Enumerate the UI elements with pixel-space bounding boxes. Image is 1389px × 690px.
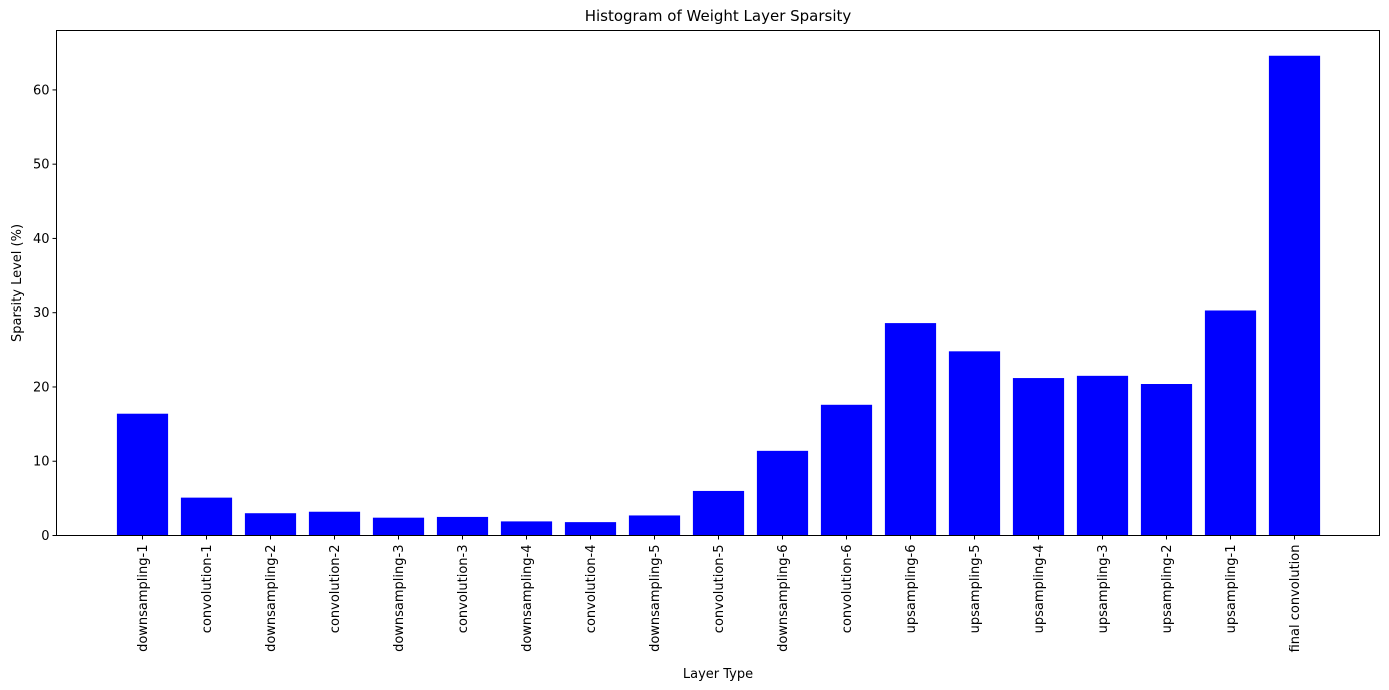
- x-tick-label: downsampling-3: [392, 545, 407, 652]
- x-tick-label: convolution-6: [840, 545, 855, 634]
- bar-14: [1012, 378, 1065, 536]
- bar-17: [1204, 310, 1257, 536]
- x-tick-label: upsampling-2: [1160, 545, 1175, 634]
- y-tick-label: 0: [41, 529, 49, 544]
- bar-2: [244, 513, 297, 536]
- x-tick-label: convolution-4: [584, 545, 599, 634]
- bar-6: [500, 521, 553, 536]
- bar-15: [1076, 375, 1129, 536]
- x-tick-label: upsampling-1: [1224, 545, 1239, 634]
- x-tick-label: downsampling-4: [520, 545, 535, 652]
- x-tick-label: upsampling-4: [1032, 545, 1047, 634]
- x-tick-label: final convolution: [1288, 545, 1303, 653]
- x-tick-label: convolution-2: [328, 545, 343, 634]
- y-axis-label: Sparsity Level (%): [10, 224, 25, 342]
- bar-7: [564, 522, 617, 536]
- bar-5: [436, 516, 489, 536]
- bar-18: [1268, 55, 1321, 536]
- y-axis: 0 10 20 30 40 50 60: [33, 83, 57, 544]
- x-tick-label: upsampling-6: [904, 545, 919, 634]
- x-tick-label: downsampling-5: [648, 545, 663, 652]
- x-axis: downsampling-1 convolution-1 downsampling-…: [136, 535, 1303, 653]
- y-tick-label: 30: [33, 306, 50, 321]
- x-tick-label: convolution-5: [712, 545, 727, 634]
- x-tick-label: downsampling-6: [776, 545, 791, 652]
- bar-0: [116, 413, 169, 536]
- x-tick-label: convolution-3: [456, 545, 471, 634]
- x-tick-label: convolution-1: [200, 545, 215, 634]
- y-tick-label: 20: [33, 380, 50, 395]
- bar-10: [756, 450, 809, 536]
- bar-4: [372, 517, 425, 536]
- plot-area: 0 10 20 30 40 50 60 downsampling-1 convolution-…: [33, 30, 1380, 653]
- bars-group: [116, 55, 1321, 536]
- chart-title: Histogram of Weight Layer Sparsity: [585, 7, 852, 25]
- bar-11: [820, 404, 873, 536]
- y-tick-label: 50: [33, 158, 50, 173]
- x-axis-label: Layer Type: [683, 667, 753, 682]
- y-tick-label: 10: [33, 455, 50, 470]
- x-tick-label: upsampling-5: [968, 545, 983, 634]
- bar-16: [1140, 384, 1193, 536]
- bar-12: [884, 323, 937, 536]
- bar-13: [948, 351, 1001, 536]
- bar-1: [180, 497, 233, 536]
- bar-8: [628, 515, 681, 536]
- x-tick-label: downsampling-1: [136, 545, 151, 652]
- bar-9: [692, 490, 745, 536]
- plot-frame: [56, 30, 1380, 536]
- y-tick-label: 40: [33, 232, 50, 247]
- x-tick-label: downsampling-2: [264, 545, 279, 652]
- y-tick-label: 60: [33, 83, 50, 98]
- bar-3: [308, 511, 361, 536]
- x-tick-label: upsampling-3: [1096, 545, 1111, 634]
